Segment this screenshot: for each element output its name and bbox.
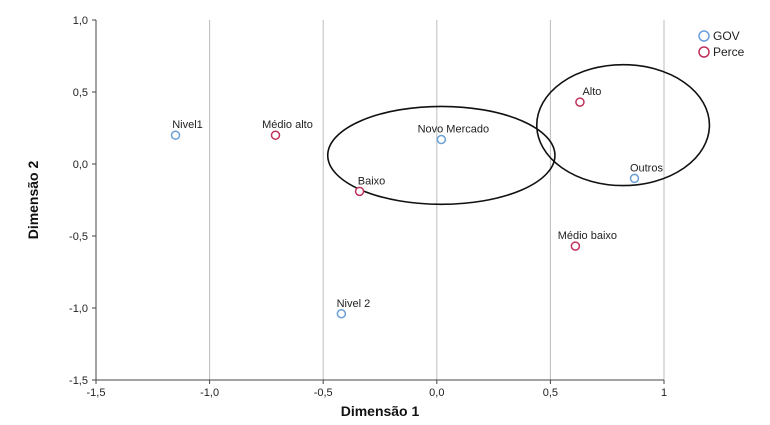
y-tick-label: 0,0 [73, 159, 88, 171]
cluster-ellipse [535, 63, 711, 187]
point-label: Novo Mercado [418, 124, 490, 136]
x-axis-title: Dimensão 1 [341, 403, 420, 419]
y-axis-title: Dimensão 2 [25, 160, 41, 239]
data-point [629, 173, 640, 184]
point-label: Alto [582, 86, 601, 98]
x-tick-label: 0,5 [543, 387, 558, 399]
axis-layer: -1,5 -1,0 -0,5 0,0 0,5 1,0 -1,5 -1,0 -0,5 0,0 0,5 1 [69, 15, 667, 399]
legend-label: GOV [713, 29, 740, 43]
y-tick-label: -1,5 [69, 375, 88, 387]
x-tick-label: 1 [661, 387, 667, 399]
legend-label: Perce [713, 45, 745, 59]
data-point [336, 309, 347, 319]
point-label: Outros [630, 162, 664, 174]
x-tick-label: -0,5 [314, 387, 333, 399]
legend-marker [698, 46, 710, 58]
x-tick-label: 0,0 [429, 387, 444, 399]
data-point [575, 97, 585, 107]
y-tick-label: -0,5 [69, 231, 88, 243]
cluster-ellipse [326, 105, 556, 206]
point-label: Médio baixo [558, 230, 617, 242]
data-point [270, 130, 281, 140]
grid-layer [209, 20, 665, 380]
x-tick-label: -1,0 [200, 387, 219, 399]
x-tick-label: -1,5 [87, 387, 106, 399]
point-layer: Nivel1 Novo Mercado Outros Nivel 2 Médio alt… [170, 86, 664, 319]
data-point [570, 241, 581, 251]
legend-marker [698, 30, 710, 42]
legend: GOV Perce [698, 29, 745, 59]
point-label: Baixo [358, 175, 386, 187]
data-point [354, 186, 365, 197]
point-label: Médio alto [262, 119, 313, 131]
data-point [170, 130, 181, 140]
y-tick-label: 1,0 [73, 15, 88, 27]
y-tick-label: -1,0 [69, 303, 88, 315]
point-label: Nivel 2 [337, 298, 371, 310]
ellipse-layer [326, 63, 711, 206]
y-tick-label: 0,5 [73, 87, 88, 99]
point-label: Nivel1 [172, 119, 203, 131]
data-point [436, 134, 447, 145]
